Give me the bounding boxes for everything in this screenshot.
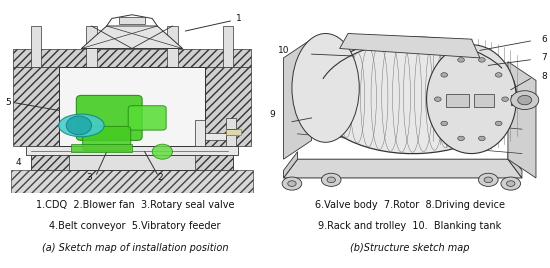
Text: 5: 5	[6, 98, 11, 107]
FancyBboxPatch shape	[82, 126, 131, 151]
Bar	[13, 49, 251, 67]
Bar	[446, 94, 469, 107]
Circle shape	[288, 181, 296, 187]
Polygon shape	[508, 62, 536, 178]
Bar	[167, 26, 178, 67]
Bar	[86, 26, 97, 67]
FancyBboxPatch shape	[76, 95, 142, 140]
Polygon shape	[284, 39, 311, 159]
Ellipse shape	[292, 34, 359, 142]
Ellipse shape	[59, 114, 104, 137]
Text: 1.CDQ  2.Blower fan  3.Rotary seal valve: 1.CDQ 2.Blower fan 3.Rotary seal valve	[36, 200, 234, 210]
Text: 8: 8	[542, 72, 547, 81]
Bar	[226, 129, 241, 135]
Circle shape	[458, 58, 464, 62]
Circle shape	[441, 121, 448, 126]
Polygon shape	[340, 34, 480, 58]
Bar	[72, 144, 132, 152]
Circle shape	[66, 116, 91, 135]
Polygon shape	[284, 152, 298, 178]
Polygon shape	[284, 159, 522, 178]
Bar	[13, 67, 59, 146]
Text: 6: 6	[542, 35, 547, 44]
Bar	[59, 67, 205, 146]
Bar	[226, 118, 236, 129]
FancyBboxPatch shape	[128, 106, 166, 130]
Text: 9.Rack and trolley  10.  Blanking tank: 9.Rack and trolley 10. Blanking tank	[318, 221, 502, 231]
Circle shape	[327, 177, 336, 183]
Circle shape	[441, 73, 448, 77]
Bar	[223, 26, 233, 67]
Circle shape	[496, 121, 502, 126]
Ellipse shape	[315, 37, 516, 154]
Polygon shape	[81, 26, 183, 49]
Circle shape	[502, 97, 509, 101]
Text: (b)Structure sketch map: (b)Structure sketch map	[350, 243, 470, 252]
Circle shape	[478, 58, 485, 62]
Bar	[511, 95, 533, 105]
Text: 3: 3	[86, 173, 92, 183]
Bar	[31, 155, 69, 170]
Text: 2: 2	[157, 173, 163, 183]
Circle shape	[496, 73, 502, 77]
Text: 9: 9	[270, 110, 275, 119]
Bar	[31, 26, 41, 67]
Bar	[205, 133, 226, 140]
Text: 1: 1	[236, 14, 241, 23]
Circle shape	[152, 144, 173, 159]
Text: 10: 10	[278, 46, 289, 55]
Text: 6.Valve body  7.Rotor  8.Driving device: 6.Valve body 7.Rotor 8.Driving device	[315, 200, 505, 210]
Circle shape	[282, 177, 302, 190]
Bar	[26, 146, 238, 155]
Polygon shape	[508, 152, 522, 178]
Bar	[31, 155, 233, 170]
Bar	[119, 17, 145, 24]
Circle shape	[507, 181, 515, 187]
Circle shape	[478, 136, 485, 141]
Ellipse shape	[427, 45, 516, 154]
Bar	[10, 170, 254, 193]
Circle shape	[321, 173, 341, 187]
Bar	[226, 135, 236, 146]
Text: 4: 4	[15, 158, 21, 168]
Circle shape	[501, 177, 520, 190]
Circle shape	[458, 136, 464, 141]
Bar	[474, 94, 494, 107]
Text: 7: 7	[542, 53, 547, 62]
Bar	[195, 120, 205, 146]
Circle shape	[518, 95, 532, 105]
Circle shape	[434, 97, 441, 101]
Bar	[205, 67, 251, 146]
Circle shape	[511, 91, 539, 110]
Text: 4.Belt conveyor  5.Vibratory feeder: 4.Belt conveyor 5.Vibratory feeder	[49, 221, 221, 231]
Text: (a) Sketch map of installation position: (a) Sketch map of installation position	[41, 243, 228, 252]
Bar	[195, 155, 233, 170]
Circle shape	[478, 173, 498, 187]
Circle shape	[484, 177, 492, 183]
